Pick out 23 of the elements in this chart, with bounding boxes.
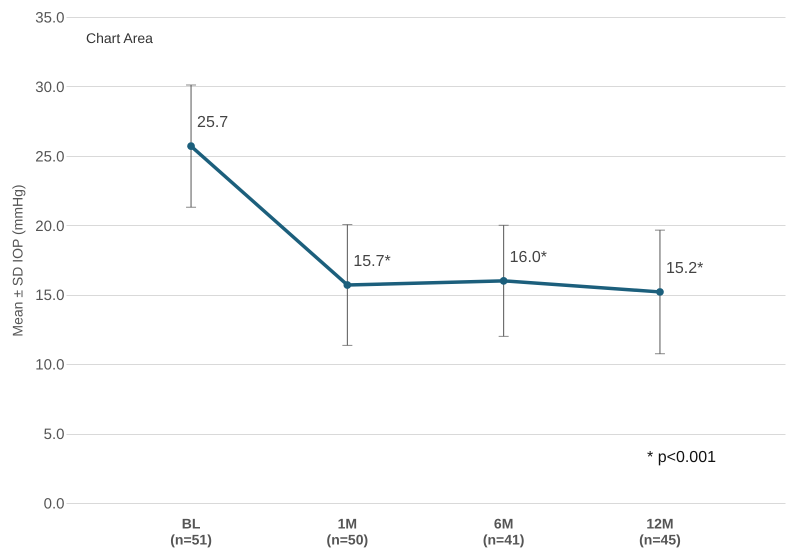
y-tick-label: 25.0 — [35, 148, 64, 166]
x-tick-label: 6M (n=41) — [482, 516, 524, 548]
y-tick-label: 10.0 — [35, 356, 64, 374]
y-tick-label: 5.0 — [44, 426, 64, 444]
y-tick-label: 30.0 — [35, 78, 64, 96]
data-label: 25.7 — [197, 114, 228, 132]
x-tick-label: BL (n=51) — [170, 516, 212, 548]
data-label: 16.0* — [510, 248, 548, 266]
point — [500, 276, 508, 285]
data-label: 15.2* — [666, 260, 704, 277]
y-tick-label: 20.0 — [35, 218, 64, 235]
y-tick-label: 0.0 — [44, 496, 64, 512]
annotation: * p<0.001 — [647, 449, 716, 466]
point — [656, 288, 664, 296]
y-tick-label: 15.0 — [35, 287, 64, 304]
annotation: Chart Area — [86, 30, 154, 46]
y-axis-title: Mean ± SD IOP (mmHg) — [9, 184, 26, 337]
x-tick-label: 12M (n=45) — [639, 516, 681, 548]
point — [187, 142, 195, 150]
y-tick-label: 35.0 — [35, 10, 64, 26]
x-tick-label: 1M (n=50) — [326, 516, 368, 548]
data-label: 15.7* — [353, 252, 391, 270]
point — [343, 281, 352, 289]
